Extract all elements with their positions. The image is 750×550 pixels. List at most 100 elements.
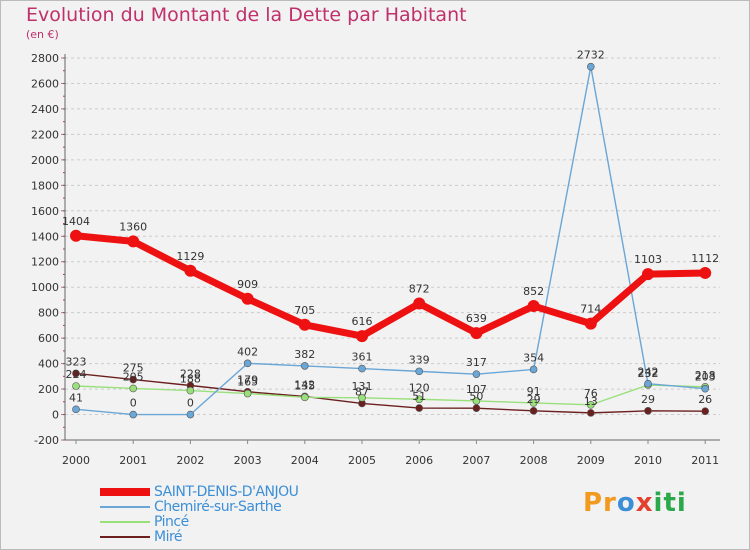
legend-swatch-0 [100,488,150,496]
x-tick-label: 2008 [520,454,548,467]
y-tick-label: 2200 [31,128,59,141]
data-label-3: 323 [66,355,87,368]
data-label-0: 852 [523,285,544,298]
x-tick-label: 2007 [462,454,490,467]
data-point-3 [472,404,481,412]
data-point-1 [701,384,710,393]
data-point-3 [529,407,538,415]
y-tick-label: -200 [34,434,59,447]
data-label-3: 13 [584,395,598,408]
data-label-0: 1360 [119,220,147,233]
x-tick-label: 2009 [577,454,605,467]
data-label-0: 639 [466,312,487,325]
series-line-3 [75,372,706,414]
data-label-1: 0 [187,397,194,410]
y-tick-label: 1600 [31,205,59,218]
x-tick-label: 2010 [634,454,662,467]
data-point-2 [472,397,481,405]
data-label-0: 705 [294,304,315,317]
y-tick-label: 1000 [31,281,59,294]
data-label-3: 87 [355,385,369,398]
data-label-0: 909 [237,278,258,291]
legend-label-2: Pincé [154,514,189,530]
data-label-1: 402 [237,345,258,358]
data-label-1: 361 [352,351,373,364]
data-point-1 [472,370,481,378]
legend-label-0: SAINT-DENIS-D'ANJOU [154,484,299,500]
data-point-3 [586,409,595,417]
data-point-1 [300,362,309,370]
data-point-1 [644,379,652,388]
legend-swatch-3 [100,536,150,538]
data-label-1: 317 [466,356,487,369]
legend-swatch-2 [100,521,150,523]
data-label-2: 205 [123,370,144,383]
data-point-0 [184,264,197,277]
data-label-3: 26 [698,393,712,406]
data-point-2 [586,401,595,409]
data-point-3 [644,407,652,415]
data-label-3: 142 [294,378,315,391]
data-point-2 [415,395,424,404]
y-tick-label: 400 [38,358,59,371]
y-tick-label: 2600 [31,77,59,90]
data-label-1: 242 [638,366,659,379]
data-label-3: 50 [469,390,483,403]
data-point-2 [243,389,252,398]
data-label-2: 131 [352,380,373,393]
data-label-1: 0 [130,397,137,410]
data-point-0 [642,268,654,281]
data-point-1 [129,410,137,419]
y-tick-label: 200 [38,383,59,396]
y-tick-label: 800 [38,307,59,320]
data-label-2: 120 [409,381,430,394]
data-point-0 [241,292,254,305]
x-tick-label: 2011 [691,454,719,467]
data-label-3: 228 [180,368,201,381]
plot-area [65,58,720,440]
data-point-1 [243,359,252,368]
data-label-1: 41 [69,391,83,404]
chart-subtitle: (en €) [26,28,59,41]
data-point-0 [413,297,426,310]
data-label-2: 224 [66,368,87,381]
data-label-1: 2732 [577,49,605,62]
data-point-1 [415,367,424,376]
y-tick-label: 2000 [31,154,59,167]
data-point-1 [358,364,366,373]
data-point-1 [586,62,595,71]
data-label-1: 382 [294,348,315,361]
data-point-0 [527,300,540,313]
data-point-1 [72,405,80,414]
data-label-1: 339 [409,353,430,366]
data-label-0: 1129 [176,250,204,263]
legend-swatch-1 [100,506,150,508]
data-point-1 [186,410,195,419]
legend-label-1: Chemiré-sur-Sarthe [154,499,282,515]
data-label-2: 165 [237,376,258,389]
data-point-2 [72,382,80,390]
brand-logo: Proxiti [583,488,687,518]
data-label-3: 29 [527,393,541,406]
data-label-2: 232 [638,367,659,380]
data-label-3: 51 [412,390,426,403]
data-point-2 [529,399,538,407]
data-label-2: 107 [466,383,487,396]
data-point-0 [127,235,140,248]
data-label-1: 354 [523,351,544,364]
data-point-2 [129,384,137,393]
data-point-3 [701,407,710,416]
x-tick-label: 2006 [405,454,433,467]
x-tick-label: 2000 [62,454,90,467]
data-point-0 [298,318,311,331]
data-point-3 [72,369,80,378]
data-label-2: 218 [695,369,716,382]
x-tick-label: 2001 [119,454,147,467]
y-tick-label: 2400 [31,103,59,116]
data-point-0 [470,327,483,340]
data-point-2 [300,393,309,402]
legend-label-3: Miré [154,529,183,545]
data-label-2: 135 [294,379,315,392]
y-tick-label: 600 [38,332,59,345]
